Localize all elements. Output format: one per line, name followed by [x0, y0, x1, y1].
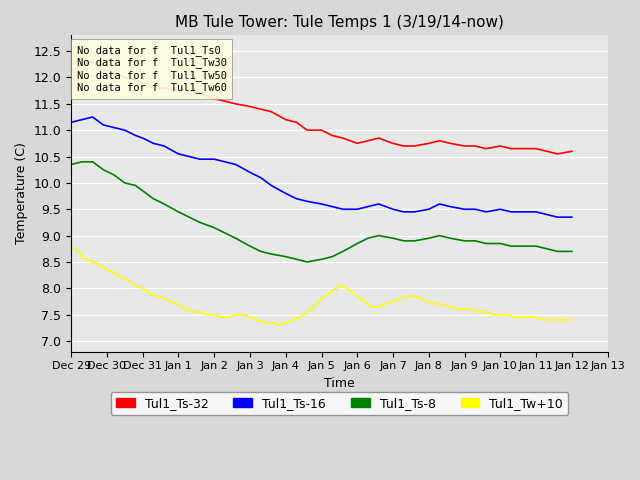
Title: MB Tule Tower: Tule Temps 1 (3/19/14-now): MB Tule Tower: Tule Temps 1 (3/19/14-now… — [175, 15, 504, 30]
Text: No data for f  Tul1_Ts0
No data for f  Tul1_Tw30
No data for f  Tul1_Tw50
No dat: No data for f Tul1_Ts0 No data for f Tul… — [77, 45, 227, 93]
Y-axis label: Temperature (C): Temperature (C) — [15, 143, 28, 244]
Legend: Tul1_Ts-32, Tul1_Ts-16, Tul1_Ts-8, Tul1_Tw+10: Tul1_Ts-32, Tul1_Ts-16, Tul1_Ts-8, Tul1_… — [111, 392, 568, 415]
X-axis label: Time: Time — [324, 377, 355, 390]
